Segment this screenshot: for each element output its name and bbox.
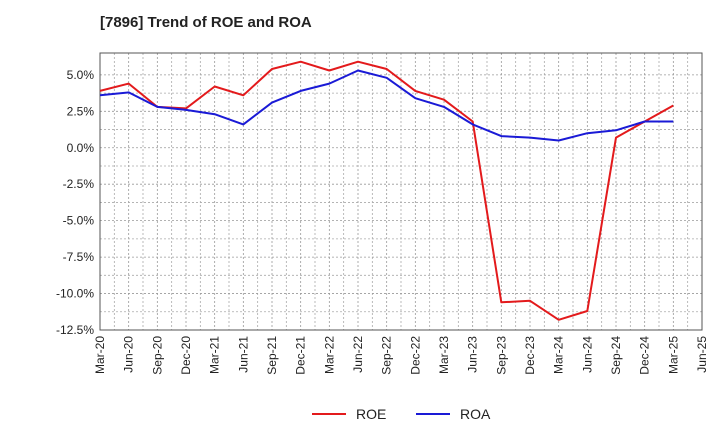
x-tick-label: Sep-21 xyxy=(265,336,279,375)
x-tick-label: Mar-21 xyxy=(208,336,222,374)
x-tick-label: Jun-21 xyxy=(236,336,250,373)
y-tick-label: 5.0% xyxy=(67,68,95,82)
x-tick-label: Jun-23 xyxy=(466,336,480,373)
x-tick-label: Mar-24 xyxy=(552,336,566,374)
x-tick-label: Jun-22 xyxy=(351,336,365,373)
plot-area xyxy=(100,53,702,330)
x-tick-label: Sep-22 xyxy=(380,336,394,375)
legend-label-roe: ROE xyxy=(356,406,386,422)
x-tick-label: Mar-22 xyxy=(322,336,336,374)
x-tick-label: Dec-21 xyxy=(294,336,308,375)
legend-label-roa: ROA xyxy=(460,406,491,422)
y-tick-label: -2.5% xyxy=(63,177,95,191)
x-tick-label: Dec-22 xyxy=(408,336,422,375)
y-tick-label: -10.0% xyxy=(56,287,94,301)
x-tick-label: Sep-23 xyxy=(494,336,508,375)
x-tick-label: Sep-24 xyxy=(609,336,623,375)
x-tick-label: Dec-20 xyxy=(179,336,193,375)
y-tick-label: -5.0% xyxy=(63,214,95,228)
x-tick-label: Mar-25 xyxy=(666,336,680,374)
x-tick-label: Jun-25 xyxy=(695,336,709,373)
x-tick-label: Mar-23 xyxy=(437,336,451,374)
x-tick-label: Dec-24 xyxy=(638,336,652,375)
x-tick-label: Jun-24 xyxy=(580,336,594,373)
x-tick-label: Jun-20 xyxy=(122,336,136,373)
y-tick-label: -12.5% xyxy=(56,323,94,337)
y-tick-label: -7.5% xyxy=(63,250,95,264)
y-tick-label: 0.0% xyxy=(67,141,95,155)
chart-title: [7896] Trend of ROE and ROA xyxy=(100,14,312,31)
x-tick-label: Sep-20 xyxy=(150,336,164,375)
plot-border xyxy=(99,52,703,331)
y-tick-label: 2.5% xyxy=(67,104,95,118)
series-line-roe xyxy=(99,60,674,321)
x-tick-label: Mar-20 xyxy=(93,336,107,374)
x-tick-label: Dec-23 xyxy=(523,336,537,375)
series-line-roa xyxy=(99,69,674,142)
